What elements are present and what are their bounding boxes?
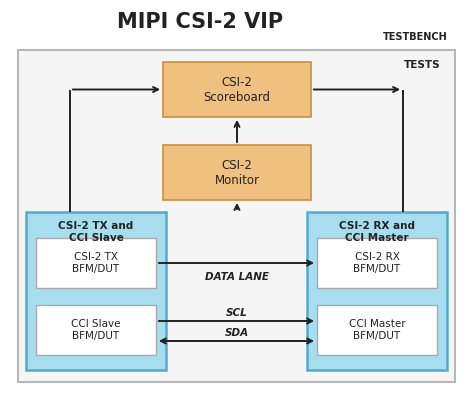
- Bar: [317, 238, 437, 288]
- Text: TESTS: TESTS: [403, 60, 440, 70]
- Bar: [163, 62, 311, 117]
- Text: CSI-2
Scoreboard: CSI-2 Scoreboard: [203, 76, 271, 104]
- Text: TESTBENCH: TESTBENCH: [383, 32, 447, 42]
- Bar: [163, 145, 311, 200]
- Bar: [36, 238, 156, 288]
- Text: CSI-2 TX and
CCI Slave: CSI-2 TX and CCI Slave: [58, 221, 134, 243]
- Text: SCL: SCL: [226, 308, 248, 318]
- Text: CSI-2 RX and
CCI Master: CSI-2 RX and CCI Master: [339, 221, 415, 243]
- Text: SDA: SDA: [225, 328, 249, 338]
- Bar: [307, 212, 447, 370]
- Text: DATA LANE: DATA LANE: [205, 272, 269, 282]
- Text: CCI Master
BFM/DUT: CCI Master BFM/DUT: [349, 319, 405, 341]
- Text: CSI-2 TX
BFM/DUT: CSI-2 TX BFM/DUT: [72, 252, 120, 274]
- Bar: [18, 50, 455, 382]
- Bar: [36, 305, 156, 355]
- Text: CCI Slave
BFM/DUT: CCI Slave BFM/DUT: [71, 319, 121, 341]
- Text: CSI-2 RX
BFM/DUT: CSI-2 RX BFM/DUT: [353, 252, 401, 274]
- Bar: [317, 305, 437, 355]
- Bar: [26, 212, 166, 370]
- Text: CSI-2
Monitor: CSI-2 Monitor: [214, 158, 260, 186]
- Text: MIPI CSI-2 VIP: MIPI CSI-2 VIP: [117, 12, 283, 32]
